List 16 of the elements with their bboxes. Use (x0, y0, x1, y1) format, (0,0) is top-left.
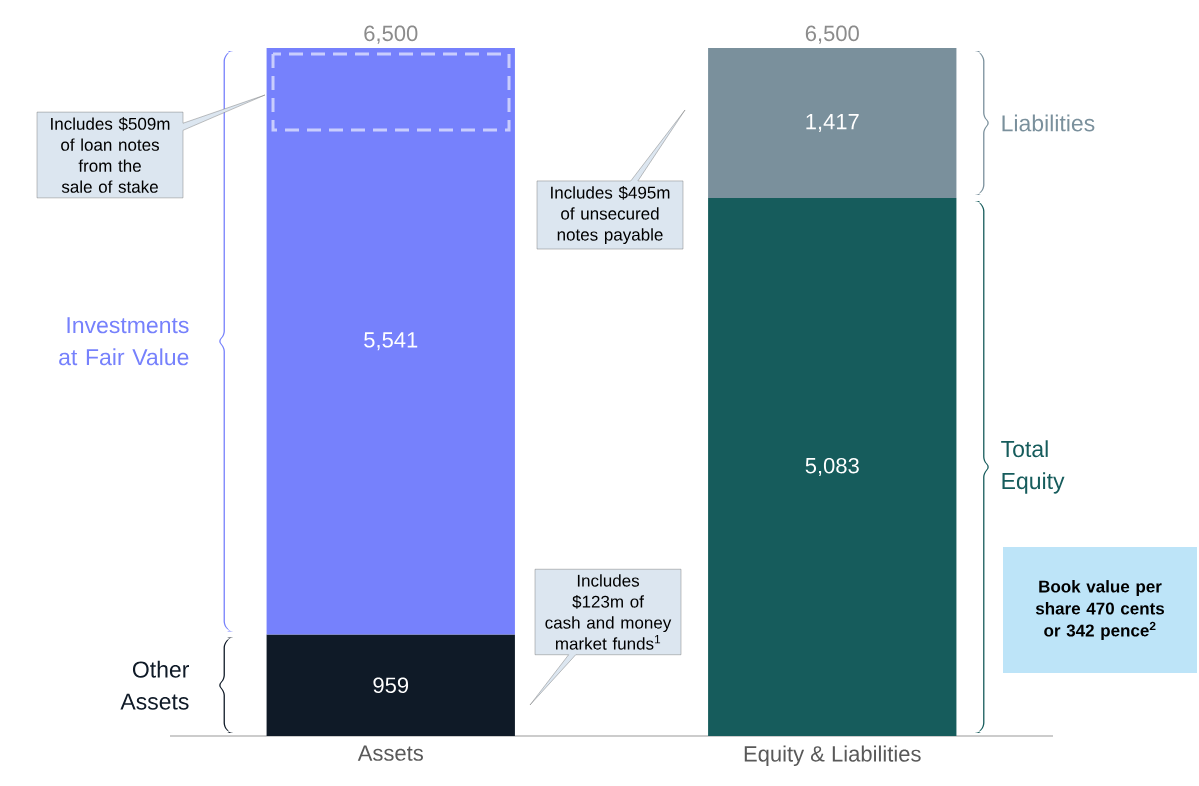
x-tick-label: Equity & Liabilities (744, 745, 921, 767)
data-label: 1,417 (806, 114, 859, 132)
text: Investments at Fair Value (59, 317, 189, 366)
data-label: 5,541 (364, 332, 418, 351)
x-tick-label: Assets (357, 745, 423, 761)
text: Liabilities (1002, 114, 1095, 132)
text: Includes $509m of loan notes from the sale of stake (51, 117, 170, 193)
total-label: 6,500 (364, 25, 418, 44)
data-label: 959 (373, 677, 409, 694)
annotation: Includes $123m of cash and money market funds$^{1}$ (545, 574, 672, 650)
total-label: 6,500 (805, 25, 859, 44)
text: Other Assets (120, 660, 189, 710)
data-label: 5,083 (805, 457, 859, 477)
annotation: Book value per share 470 cents or 342 pence$^{2}$ (1035, 580, 1165, 640)
series-label: Total Equity (1001, 440, 1065, 494)
annotation: Includes $495m of unsecured notes payable (551, 185, 670, 245)
